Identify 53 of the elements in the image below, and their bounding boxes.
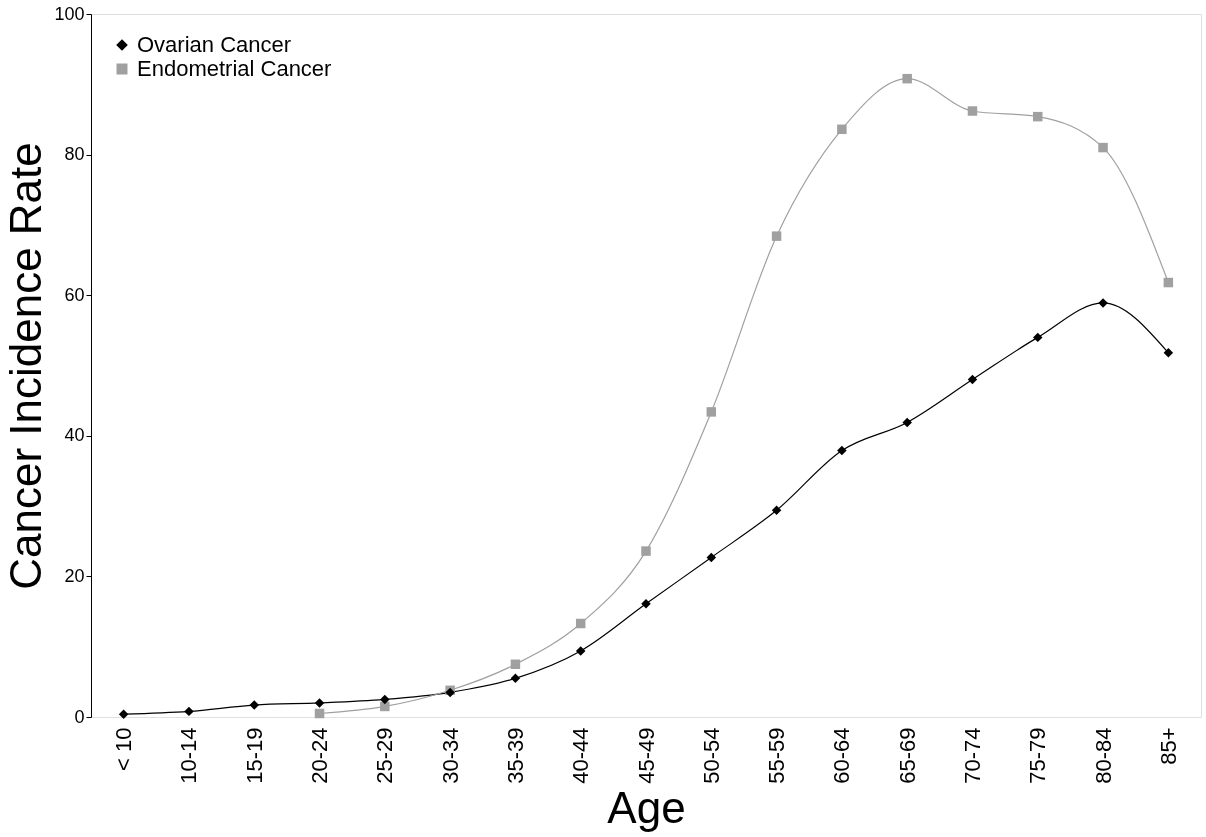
- point: [575, 618, 586, 629]
- point: [1033, 111, 1043, 122]
- point: [118, 709, 129, 719]
- x-tick-label: 50-54: [698, 727, 724, 784]
- point: [1033, 332, 1043, 343]
- point: [1098, 142, 1108, 153]
- point: [837, 445, 847, 456]
- point: [967, 374, 978, 385]
- x-tick-label: 20-24: [307, 727, 333, 784]
- x-tick-label: 45-49: [633, 727, 659, 784]
- legend-label: Ovarian Cancer: [137, 32, 292, 57]
- point: [641, 546, 651, 556]
- x-tick-label: 15-19: [241, 727, 267, 784]
- x-tick-label: 80-84: [1090, 727, 1116, 784]
- point: [575, 646, 586, 656]
- point: [967, 106, 978, 116]
- x-tick-label: 35-39: [502, 727, 528, 784]
- point: [1163, 348, 1174, 358]
- point: [771, 231, 782, 241]
- point: [837, 124, 847, 135]
- y-tick-label: 40: [64, 425, 85, 446]
- x-tick-label: < 10: [111, 727, 137, 771]
- point: [249, 700, 259, 710]
- point: [902, 417, 912, 428]
- y-tick-label: 0: [74, 706, 85, 727]
- x-tick-label: 85+: [1155, 727, 1181, 765]
- y-axis-title: Cancer Incidence Rate: [1, 142, 51, 590]
- x-tick-label: 75-79: [1025, 727, 1051, 784]
- x-tick-label: 60-64: [829, 727, 855, 784]
- point: [706, 407, 717, 417]
- y-tick-label: 60: [64, 284, 85, 305]
- point: [510, 673, 521, 684]
- legend-label: Endometrial Cancer: [137, 56, 332, 81]
- x-tick-label: 65-69: [894, 727, 920, 784]
- x-tick-label: 70-74: [959, 727, 985, 784]
- point: [902, 73, 912, 84]
- point: [1163, 277, 1174, 288]
- point: [510, 659, 521, 670]
- x-tick-label: 40-44: [568, 727, 594, 784]
- y-tick-label: 80: [64, 144, 85, 165]
- point: [184, 706, 194, 717]
- x-tick-label: 55-59: [764, 727, 790, 784]
- point: [314, 708, 325, 719]
- y-tick-label: 20: [64, 565, 85, 586]
- x-tick-label: 10-14: [176, 727, 202, 784]
- y-tick-label: 100: [54, 3, 85, 24]
- point: [380, 701, 390, 712]
- point: [771, 505, 782, 516]
- point: [706, 552, 717, 563]
- point: [314, 698, 325, 708]
- x-tick-label: 30-34: [437, 727, 463, 784]
- x-tick-label: 25-29: [372, 727, 398, 784]
- point: [380, 694, 390, 705]
